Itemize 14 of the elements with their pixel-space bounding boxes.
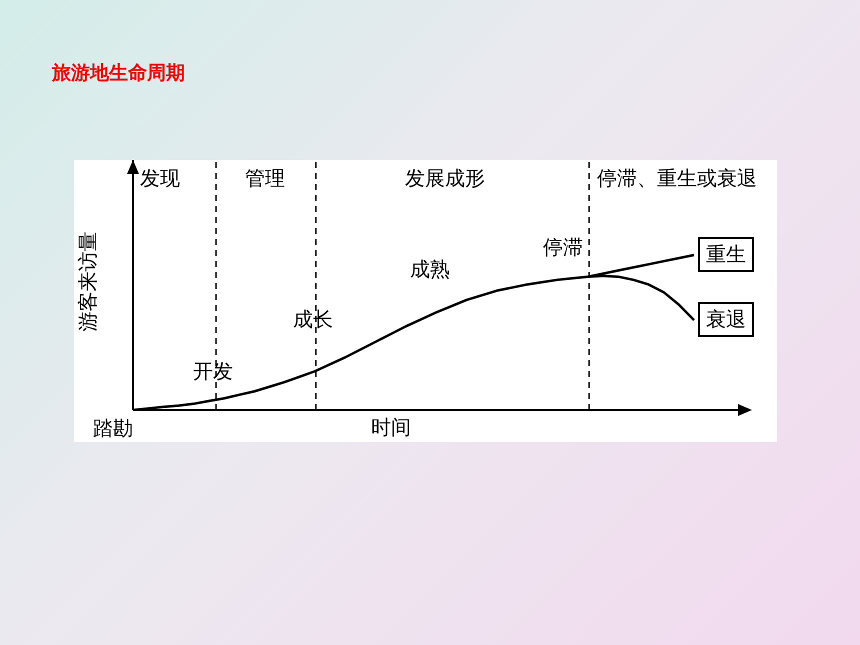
text: 踏勘 <box>93 415 133 442</box>
text: 发现 <box>140 165 180 192</box>
annotation: 成熟 <box>410 256 450 283</box>
text: 管理 <box>245 165 285 192</box>
text: 停滞、重生或衰退 <box>597 165 757 192</box>
annotation: 成长 <box>293 306 333 333</box>
text: 发展成形 <box>405 165 485 192</box>
chart-title: 旅游地生命周期 <box>52 61 185 86</box>
series-label: 重生 <box>698 237 754 272</box>
x-axis-title: 时间 <box>370 414 412 441</box>
annotation: 停滞 <box>543 234 583 261</box>
series-label: 衰退 <box>698 302 754 338</box>
annotation: 开发 <box>193 358 233 385</box>
y-axis-title: 游客来访量 <box>74 230 100 334</box>
